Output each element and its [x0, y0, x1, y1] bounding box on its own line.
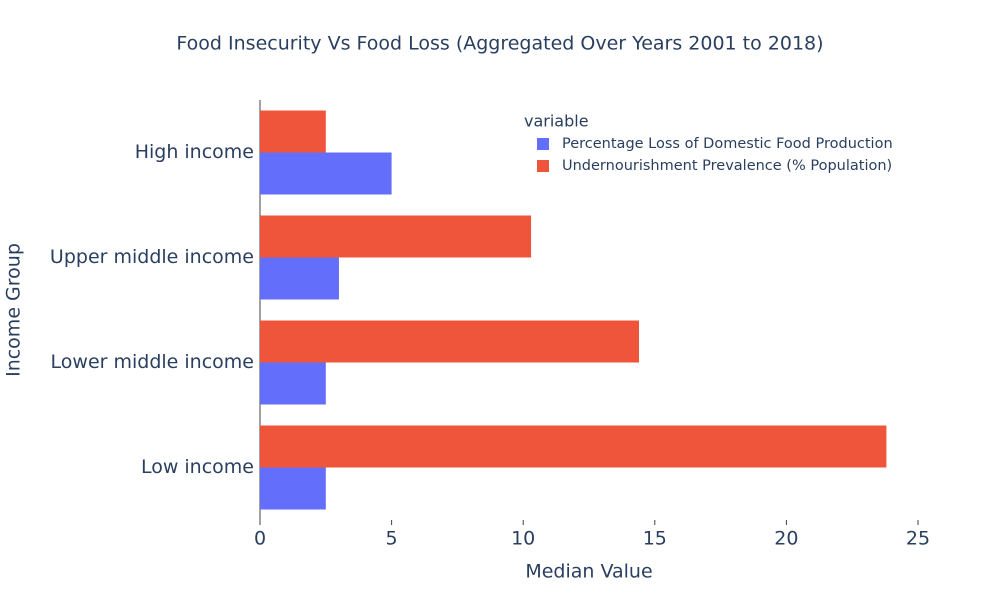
bar [260, 320, 640, 363]
x-tick-label: 25 [906, 528, 930, 550]
x-axis-title: Median Value [525, 561, 652, 583]
x-tick-label: 0 [254, 528, 266, 550]
bar [260, 425, 887, 468]
bar [260, 467, 326, 510]
legend-label: Percentage Loss of Domestic Food Product… [562, 136, 893, 152]
y-tick-label: High income [135, 141, 254, 163]
x-tick-label: 5 [386, 528, 398, 550]
bar [260, 257, 339, 300]
x-tick-label: 20 [774, 528, 798, 550]
chart-title: Food Insecurity Vs Food Loss (Aggregated… [176, 33, 823, 55]
y-tick-label: Low income [141, 456, 254, 478]
bar [260, 110, 326, 153]
y-tick-label: Upper middle income [50, 246, 254, 268]
y-tick-label: Lower middle income [51, 351, 254, 373]
x-tick-label: 10 [511, 528, 535, 550]
legend-swatch [537, 138, 549, 150]
legend-label: Undernourishment Prevalence (% Populatio… [562, 158, 892, 174]
bar [260, 215, 532, 258]
y-axis-title: Income Group [3, 243, 25, 377]
bar [260, 152, 392, 195]
legend-swatch [537, 160, 549, 172]
legend-title: variable [524, 112, 589, 131]
x-tick-label: 15 [643, 528, 667, 550]
bar [260, 362, 326, 405]
